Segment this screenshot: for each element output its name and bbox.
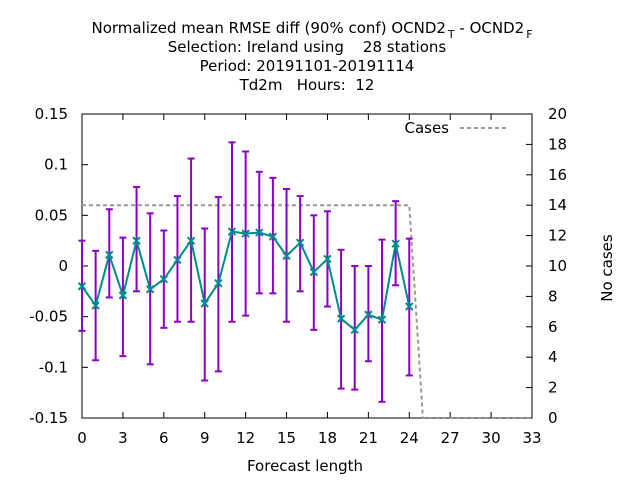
x-axis-label: Forecast length bbox=[247, 457, 363, 475]
y-tick-label-4: 0.05 bbox=[35, 206, 68, 224]
chart-title-line2: Selection: Ireland using 28 stations bbox=[168, 38, 447, 56]
data-point-9 bbox=[200, 299, 209, 308]
x-tick-label-2: 6 bbox=[159, 429, 169, 447]
data-point-4 bbox=[132, 236, 141, 245]
data-point-18 bbox=[323, 254, 332, 264]
x-tick-label-1: 3 bbox=[118, 429, 128, 447]
y2-tick-label-1: 2 bbox=[548, 379, 558, 397]
chart-title-line3: Period: 20191101-20191114 bbox=[200, 57, 415, 75]
chart-title-line4: Td2m Hours: 12 bbox=[239, 76, 375, 94]
y-tick-label-6: 0.15 bbox=[35, 105, 68, 123]
x-tick-label-11: 33 bbox=[522, 429, 541, 447]
y2-tick-label-3: 6 bbox=[548, 318, 558, 336]
y2-tick-label-5: 10 bbox=[548, 257, 567, 275]
data-point-2 bbox=[105, 250, 114, 260]
y2-tick-label-7: 14 bbox=[548, 196, 567, 214]
data-point-23 bbox=[391, 239, 400, 248]
y2-tick-label-4: 8 bbox=[548, 287, 558, 305]
data-point-15 bbox=[282, 251, 291, 261]
y2-tick-label-6: 12 bbox=[548, 227, 567, 245]
data-point-3 bbox=[118, 291, 128, 300]
data-point-7 bbox=[173, 255, 182, 265]
x-tick-label-7: 21 bbox=[359, 429, 378, 447]
y2-tick-label-2: 4 bbox=[548, 348, 558, 366]
x-tick-label-3: 9 bbox=[200, 429, 210, 447]
x-tick-label-0: 0 bbox=[77, 429, 87, 447]
x-tick-label-4: 12 bbox=[236, 429, 255, 447]
chart-title-line1: Normalized mean RMSE diff (90% conf) OCN… bbox=[91, 19, 532, 41]
data-point-10 bbox=[214, 279, 223, 288]
y2-axis-label: No cases bbox=[598, 234, 616, 302]
legend-cases-label: Cases bbox=[404, 119, 449, 137]
series-points-layer bbox=[77, 227, 414, 335]
legend: Cases bbox=[404, 119, 506, 137]
y2-tick-label-9: 18 bbox=[548, 135, 567, 153]
ticks-layer: 0 3 6 9 12 15 18 21 24 27 30 33-0.15-0.1-0.0500.050… bbox=[29, 105, 567, 447]
data-point-8 bbox=[186, 236, 196, 245]
x-tick-label-9: 27 bbox=[441, 429, 460, 447]
data-point-0 bbox=[77, 282, 87, 291]
data-point-24 bbox=[405, 302, 414, 311]
y2-tick-label-10: 20 bbox=[548, 105, 567, 123]
data-point-21 bbox=[364, 310, 373, 319]
data-point-11 bbox=[227, 227, 237, 236]
y-tick-label-2: -0.05 bbox=[29, 308, 68, 326]
data-point-1 bbox=[91, 301, 100, 310]
x-tick-label-8: 24 bbox=[400, 429, 419, 447]
y-tick-label-1: -0.1 bbox=[39, 358, 68, 376]
y2-tick-label-8: 16 bbox=[548, 166, 567, 184]
data-point-13 bbox=[255, 228, 264, 237]
y-tick-label-3: 0 bbox=[58, 257, 68, 275]
y2-tick-label-0: 0 bbox=[548, 409, 558, 427]
data-point-16 bbox=[295, 238, 305, 247]
data-point-20 bbox=[350, 325, 359, 335]
x-tick-label-5: 15 bbox=[277, 429, 296, 447]
y-tick-label-0: -0.15 bbox=[29, 409, 68, 427]
data-point-22 bbox=[377, 315, 387, 324]
x-tick-label-6: 18 bbox=[318, 429, 337, 447]
x-tick-label-10: 30 bbox=[482, 429, 501, 447]
data-point-14 bbox=[268, 232, 278, 241]
data-point-12 bbox=[241, 229, 250, 238]
data-point-5 bbox=[145, 285, 155, 294]
data-point-19 bbox=[336, 314, 346, 323]
y-tick-label-5: 0.1 bbox=[44, 156, 68, 174]
data-point-17 bbox=[309, 267, 319, 277]
data-point-6 bbox=[159, 274, 169, 284]
